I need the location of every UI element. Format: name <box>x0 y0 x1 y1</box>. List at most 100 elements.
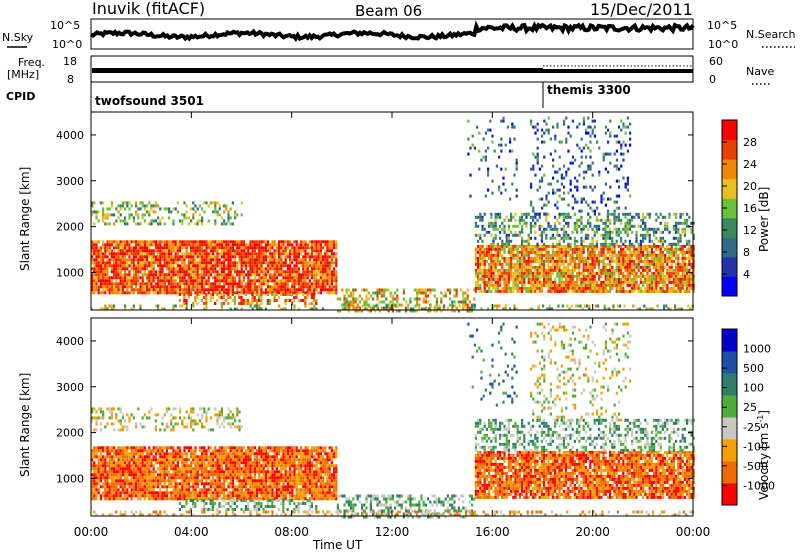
power-echo-cell <box>547 277 550 281</box>
power-echo-cell <box>613 280 616 284</box>
power-echo-cell <box>596 206 599 210</box>
power-echo-cell <box>161 246 164 250</box>
velocity-echo-cell <box>97 470 100 474</box>
power-echo-cell <box>137 213 140 217</box>
power-echo-cell <box>690 256 693 260</box>
power-echo-cell <box>675 221 678 225</box>
power-echo-cell <box>163 276 166 280</box>
power-echo-cell <box>587 262 590 266</box>
power-echo-cell <box>677 236 680 240</box>
power-echo-cell <box>532 259 535 263</box>
power-echo-cell <box>247 261 250 265</box>
power-echo-cell <box>598 253 601 257</box>
power-echo-cell <box>143 246 146 250</box>
power-echo-cell <box>141 204 144 208</box>
power-echo-cell <box>657 253 660 257</box>
power-echo-cell <box>201 222 204 226</box>
power-echo-cell <box>137 261 140 265</box>
power-echo-cell <box>624 143 627 147</box>
power-echo-cell <box>620 218 623 222</box>
power-echo-cell <box>481 289 484 293</box>
power-echo-cell <box>356 297 359 301</box>
power-echo-cell <box>269 291 272 295</box>
power-echo-cell <box>198 240 201 244</box>
power-echo-cell <box>505 283 508 287</box>
power-echo-cell <box>642 215 645 219</box>
power-echo-cell <box>141 243 144 247</box>
power-echo-cell <box>154 291 157 295</box>
power-echo-cell <box>328 276 331 280</box>
power-echo-cell <box>506 125 509 129</box>
power-echo-cell <box>587 271 590 275</box>
power-echo-cell <box>672 268 675 272</box>
power-echo-cell <box>91 249 94 253</box>
power-echo-cell <box>168 267 171 271</box>
power-echo-cell <box>306 276 309 280</box>
power-echo-cell <box>154 210 157 214</box>
power-echo-cell <box>516 283 519 287</box>
power-echo-cell <box>666 289 669 293</box>
power-echo-cell <box>183 293 186 296</box>
power-echo-cell <box>102 264 105 268</box>
power-echo-cell <box>622 259 625 263</box>
power-echo-cell <box>183 201 186 205</box>
power-echo-cell <box>580 221 583 225</box>
power-echo-cell <box>333 240 336 244</box>
power-echo-cell <box>280 291 283 295</box>
power-echo-cell <box>633 289 636 293</box>
power-echo-cell <box>589 242 592 246</box>
power-echo-cell <box>659 253 662 257</box>
power-echo-cell <box>661 215 664 219</box>
power-echo-cell <box>427 309 430 313</box>
power-echo-cell <box>668 286 671 290</box>
power-echo-cell <box>440 309 443 313</box>
velocity-echo-cell <box>108 452 111 456</box>
date-title: 15/Dec/2011 <box>590 0 693 19</box>
power-echo-cell <box>529 262 532 266</box>
power-echo-cell <box>602 262 605 266</box>
power-echo-cell <box>587 250 590 254</box>
power-echo-cell <box>93 201 96 205</box>
power-echo-cell <box>675 253 678 257</box>
power-echo-cell <box>653 233 656 237</box>
power-echo-cell <box>159 273 162 277</box>
power-echo-cell <box>313 243 316 247</box>
power-echo-cell <box>99 201 102 205</box>
power-echo-cell <box>602 221 605 225</box>
power-echo-cell <box>161 282 164 286</box>
power-echo-cell <box>602 197 605 201</box>
power-echo-cell <box>642 268 645 272</box>
power-echo-cell <box>249 304 252 308</box>
power-echo-cell <box>223 279 226 283</box>
power-echo-cell <box>609 280 612 284</box>
power-echo-cell <box>236 264 239 268</box>
power-echo-cell <box>479 268 482 272</box>
power-echo-cell <box>253 255 256 259</box>
power-echo-cell <box>196 240 199 244</box>
power-echo-cell <box>573 289 576 293</box>
power-echo-cell <box>622 125 625 129</box>
power-echo-cell <box>220 264 223 268</box>
power-echo-cell <box>91 204 94 208</box>
power-echo-cell <box>284 293 287 296</box>
power-echo-cell <box>238 273 241 277</box>
power-echo-cell <box>513 304 516 308</box>
power-echo-cell <box>106 273 109 277</box>
power-echo-cell <box>194 285 197 289</box>
power-echo-cell <box>576 247 579 251</box>
power-echo-cell <box>509 197 512 201</box>
power-echo-cell <box>545 253 548 257</box>
power-echo-cell <box>668 274 671 278</box>
power-echo-cell <box>106 261 109 265</box>
power-echo-cell <box>251 264 254 268</box>
power-echo-cell <box>356 303 359 307</box>
power-echo-cell <box>179 279 182 283</box>
power-echo-cell <box>663 304 666 308</box>
power-echo-cell <box>242 249 245 253</box>
power-echo-cell <box>500 143 503 147</box>
velocity-echo-cell <box>110 464 113 468</box>
power-echo-cell <box>236 267 239 271</box>
power-echo-cell <box>302 291 305 295</box>
power-echo-cell <box>238 255 241 259</box>
power-echo-cell <box>683 218 686 222</box>
